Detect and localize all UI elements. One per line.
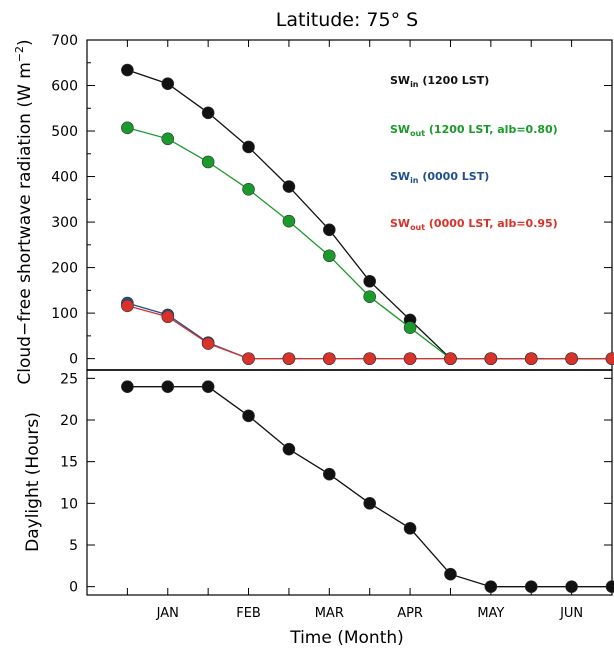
bottom-panel: 0 5 10 15 20 25 JAN FEB MAR APR MAY JUN [60,369,614,621]
top-y-axis-label-superscript: −2 [13,46,26,62]
top-series-0-point [121,63,134,77]
top-series-3-point [121,299,134,313]
top-series-3-line [127,305,612,360]
legend-entry-2-main: SW [390,170,410,183]
bottom-y-tick-label: 25 [60,371,78,387]
daylight-series-point [605,580,614,593]
daylight-series-point [403,522,417,535]
top-series-0-point [323,223,336,237]
legend-entry-3-sub: out [410,223,425,232]
legend-entry-0: SWin (1200 LST) [390,74,489,89]
daylight-series-point [161,380,175,393]
bottom-y-tick-label: 0 [69,580,78,596]
legend-entry-3-rest: (0000 LST, alb=0.95) [425,217,558,230]
bottom-y-tick-label: 20 [60,413,78,429]
daylight-series-point [363,497,376,510]
chart-title: Latitude: 75° S [276,9,418,31]
top-y-axis-label: Cloud−free shortwave radiation (W m−2) [13,39,35,384]
daylight-series-point [242,409,255,423]
daylight-series-point [282,442,296,456]
daylight-series-point [565,580,578,593]
legend-entry-3-main: SW [390,217,410,230]
x-tick-label-jun: JUN [559,606,583,621]
legend-entry-1-sub: out [410,129,425,138]
top-y-tick-label: 400 [51,170,78,186]
top-y-tick-label: 100 [51,306,78,322]
top-series-3-point [323,352,336,365]
daylight-series-point [201,380,215,393]
bottom-y-tick-label: 5 [69,538,78,554]
legend: SWin (1200 LST)SWout (1200 LST, alb=0.80… [390,74,558,232]
top-y-tick-label: 500 [51,124,78,140]
legend-entry-1-main: SW [390,123,410,136]
top-series-0-line [127,69,612,360]
x-axis-label: Time (Month) [289,628,404,648]
legend-entry-0-sub: in [410,80,419,89]
x-tick-label-may: MAY [477,606,504,621]
daylight-series-point [524,580,538,593]
bottom-plot-frame [86,369,613,596]
top-series-1-point [201,155,215,169]
x-tick-label-jan: JAN [156,606,179,621]
top-panel: 0 100 200 300 400 500 600 700 [51,33,614,371]
legend-entry-1-rest: (1200 LST, alb=0.80) [425,123,558,136]
top-series-2-line [127,302,612,360]
legend-entry-0-main: SW [390,74,410,87]
top-series-3-point [605,352,614,365]
top-series-0-point [282,180,296,193]
top-series-1-point [161,132,175,146]
top-series-0-point [363,274,376,288]
daylight-series-point [121,380,134,393]
daylight-series-line [127,386,612,588]
top-series-0-point [242,140,255,154]
legend-entry-1: SWout (1200 LST, alb=0.80) [390,123,558,138]
top-series-3-point [484,352,498,365]
x-tick-label-mar: MAR [315,606,344,621]
top-series-3-point [201,337,215,350]
top-series-0-point [201,106,215,120]
top-series-1-point [282,214,296,228]
top-series-1-point [242,182,255,196]
top-series-3-point [363,352,376,365]
legend-entry-2-rest: (0000 LST) [419,170,490,183]
top-y-tick-label: 600 [51,79,78,95]
bottom-y-tick-label: 15 [60,455,78,471]
top-series-3-point [161,310,175,324]
top-series-1-point [323,249,336,263]
top-series-3-point [242,352,255,365]
top-series-1-line [127,127,612,360]
top-y-tick-label: 300 [51,215,78,231]
top-y-tick-label: 200 [51,261,78,277]
x-tick-label-feb: FEB [236,606,261,621]
daylight-series-point [323,467,336,481]
top-series-1-point [403,321,417,334]
top-y-axis-label-close: ) [15,39,35,46]
x-tick-label-apr: APR [397,606,423,621]
top-series-3-point [565,352,578,365]
top-series-3-point [444,352,457,365]
top-series-3-point [524,352,538,365]
legend-entry-2-sub: in [410,176,419,185]
top-series-1-point [363,290,376,304]
top-series-1-point [121,121,134,135]
daylight-series-point [444,567,457,581]
top-series-0-point [161,77,175,90]
legend-entry-0-rest: (1200 LST) [419,74,490,87]
top-y-tick-label: 0 [69,352,78,368]
top-y-axis-label-main: Cloud−free shortwave radiation (W m [15,62,35,384]
legend-entry-2: SWin (0000 LST) [390,170,489,185]
bottom-y-tick-label: 10 [60,496,78,512]
legend-entry-3: SWout (0000 LST, alb=0.95) [390,217,558,232]
daylight-series-point [484,580,498,593]
top-series-3-point [282,352,296,365]
bottom-y-axis-label: Daylight (Hours) [23,412,43,552]
svg-text:Cloud−free shortwave radiation: Cloud−free shortwave radiation (W m−2) [13,39,35,384]
top-y-tick-label: 700 [51,33,78,49]
top-series-3-point [403,352,417,365]
